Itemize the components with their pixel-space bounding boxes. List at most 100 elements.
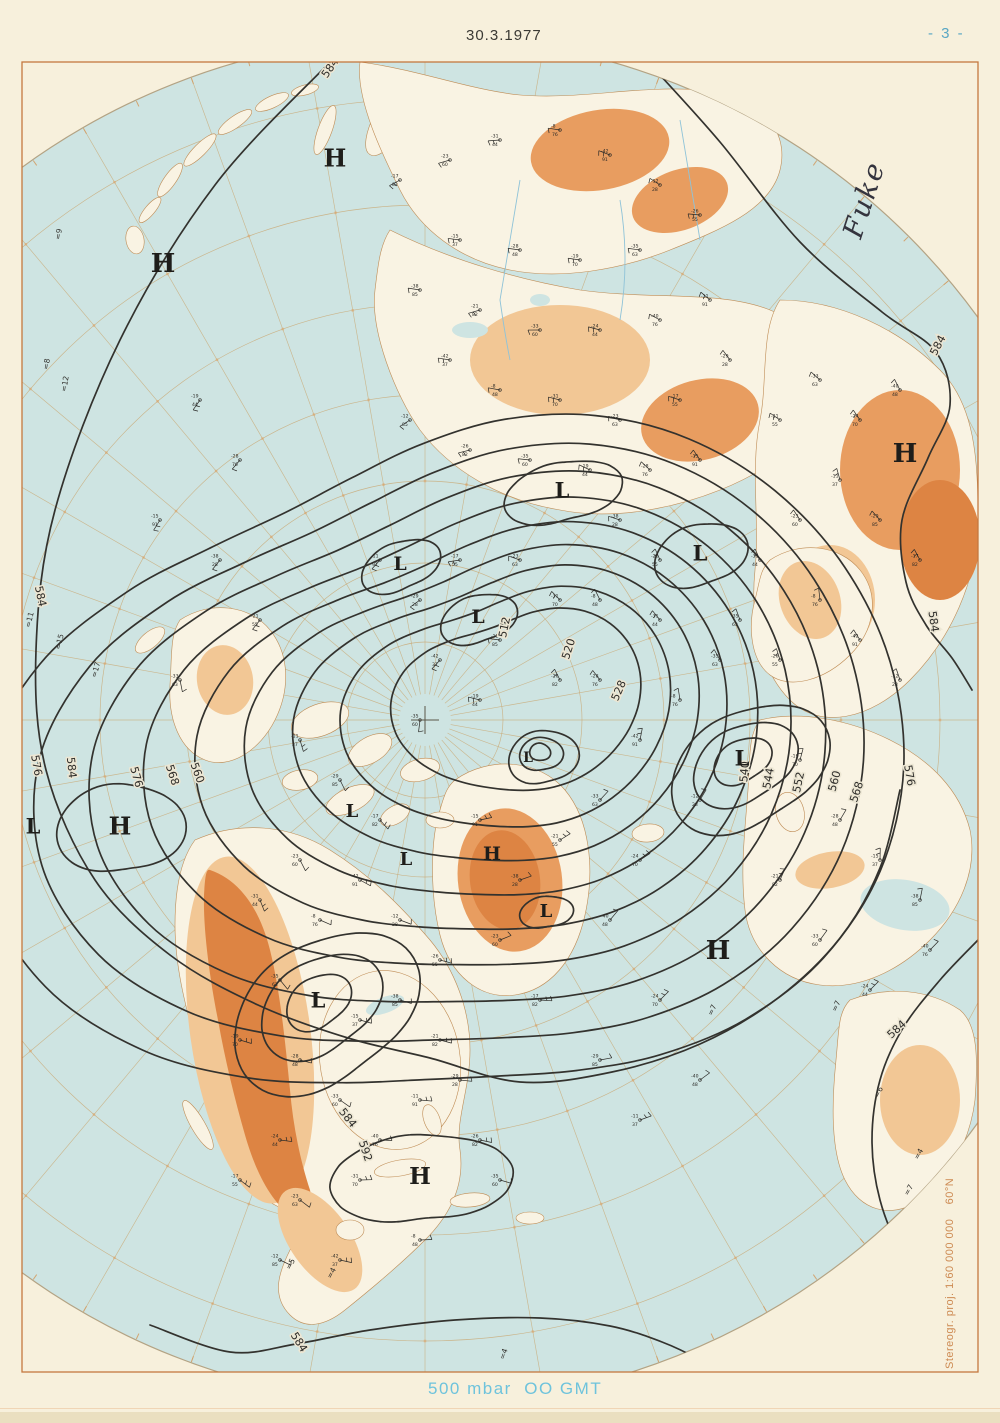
svg-text:-26: -26: [771, 654, 779, 660]
svg-text:-23: -23: [491, 934, 499, 940]
svg-text:552: 552: [790, 771, 807, 794]
svg-text:-29: -29: [871, 514, 879, 520]
svg-text:91: 91: [702, 302, 708, 308]
svg-text:82: 82: [392, 182, 398, 188]
svg-text:-17: -17: [531, 994, 539, 1000]
svg-text:48: 48: [292, 1062, 298, 1068]
height-contours: [22, 62, 978, 1372]
svg-text:60: 60: [792, 522, 798, 528]
chart-date: 30.3.1977: [466, 27, 542, 44]
svg-text:28: 28: [892, 682, 898, 688]
svg-text:-33: -33: [331, 1094, 339, 1100]
svg-text:82: 82: [432, 1042, 438, 1048]
svg-text:82: 82: [912, 562, 918, 568]
svg-text:37: 37: [632, 1122, 638, 1128]
svg-text:44: 44: [592, 332, 598, 338]
svg-text:28: 28: [692, 802, 698, 808]
svg-text:85: 85: [272, 1262, 278, 1268]
svg-text:-11: -11: [631, 1114, 639, 1120]
svg-text:76: 76: [652, 322, 658, 328]
svg-text:-17: -17: [671, 394, 679, 400]
svg-text:-24: -24: [651, 994, 659, 1000]
svg-text:H: H: [483, 843, 501, 865]
svg-text:-15: -15: [691, 454, 699, 460]
svg-text:82: 82: [472, 312, 478, 318]
svg-text:-40: -40: [601, 914, 609, 920]
svg-text:76: 76: [372, 1142, 378, 1148]
svg-text:-19: -19: [471, 694, 479, 700]
svg-text:63: 63: [512, 562, 518, 568]
svg-text:70: 70: [552, 402, 558, 408]
svg-text:-31: -31: [251, 894, 259, 900]
svg-text:-17: -17: [391, 174, 399, 180]
svg-text:-28: -28: [291, 1054, 299, 1060]
svg-text:70: 70: [852, 422, 858, 428]
svg-text:-38: -38: [611, 514, 619, 520]
svg-text:-17: -17: [911, 554, 919, 560]
svg-text:-23: -23: [511, 554, 519, 560]
svg-text:48: 48: [512, 252, 518, 258]
svg-text:H: H: [151, 249, 176, 279]
svg-text:-38: -38: [411, 284, 419, 290]
svg-text:28: 28: [512, 882, 518, 888]
svg-text:63: 63: [812, 382, 818, 388]
svg-text:L: L: [26, 814, 41, 839]
svg-text:-33: -33: [591, 794, 599, 800]
svg-text:44: 44: [192, 402, 198, 408]
svg-text:82: 82: [552, 682, 558, 688]
svg-text:584: 584: [926, 610, 942, 633]
svg-text:55: 55: [552, 842, 558, 848]
svg-text:-11: -11: [371, 554, 379, 560]
svg-text:63: 63: [272, 982, 278, 988]
svg-text:L: L: [735, 746, 750, 771]
svg-text:540: 540: [737, 761, 752, 783]
svg-text:-31: -31: [551, 394, 559, 400]
svg-text:-21: -21: [771, 414, 779, 420]
svg-text:-35: -35: [271, 974, 279, 980]
svg-text:-12: -12: [691, 794, 699, 800]
svg-text:-19: -19: [571, 254, 579, 260]
svg-text:-31: -31: [491, 134, 499, 140]
pole-cross: [411, 706, 439, 734]
svg-text:-17: -17: [451, 554, 459, 560]
svg-text:-19: -19: [581, 464, 589, 470]
svg-text:91: 91: [472, 822, 478, 828]
svg-text:H: H: [893, 439, 918, 469]
svg-text:-38: -38: [511, 874, 519, 880]
svg-text:-21: -21: [431, 1034, 439, 1040]
svg-text:L: L: [400, 849, 413, 870]
svg-text:63: 63: [712, 662, 718, 668]
svg-text:H: H: [109, 812, 132, 841]
svg-text:76: 76: [922, 952, 928, 958]
svg-text:91: 91: [692, 462, 698, 468]
svg-text:-15: -15: [451, 234, 459, 240]
svg-text:-33: -33: [811, 934, 819, 940]
svg-text:60: 60: [812, 942, 818, 948]
svg-text:55: 55: [772, 662, 778, 668]
svg-text:-26: -26: [651, 554, 659, 560]
svg-text:70: 70: [632, 862, 638, 868]
svg-text:70: 70: [572, 262, 578, 268]
svg-text:55: 55: [432, 962, 438, 968]
svg-text:-8: -8: [671, 694, 676, 700]
svg-text:-35: -35: [521, 454, 529, 460]
svg-text:-26: -26: [471, 1134, 479, 1140]
svg-text:-21: -21: [771, 874, 779, 880]
svg-text:-42: -42: [631, 734, 639, 740]
svg-text:512: 512: [496, 616, 513, 639]
svg-text:-38: -38: [391, 994, 399, 1000]
svg-text:-40: -40: [921, 944, 929, 950]
svg-text:584: 584: [32, 585, 49, 608]
svg-text:-31: -31: [751, 554, 759, 560]
svg-text:-24: -24: [851, 414, 859, 420]
svg-text:28: 28: [612, 522, 618, 528]
svg-text:-35: -35: [491, 1174, 499, 1180]
svg-text:-35: -35: [711, 654, 719, 660]
svg-text:-17: -17: [231, 1174, 239, 1180]
svg-text:-19: -19: [191, 394, 199, 400]
svg-text:L: L: [523, 750, 533, 766]
svg-text:-28: -28: [591, 674, 599, 680]
svg-text:=8: =8: [41, 358, 52, 371]
svg-text:37: 37: [452, 242, 458, 248]
